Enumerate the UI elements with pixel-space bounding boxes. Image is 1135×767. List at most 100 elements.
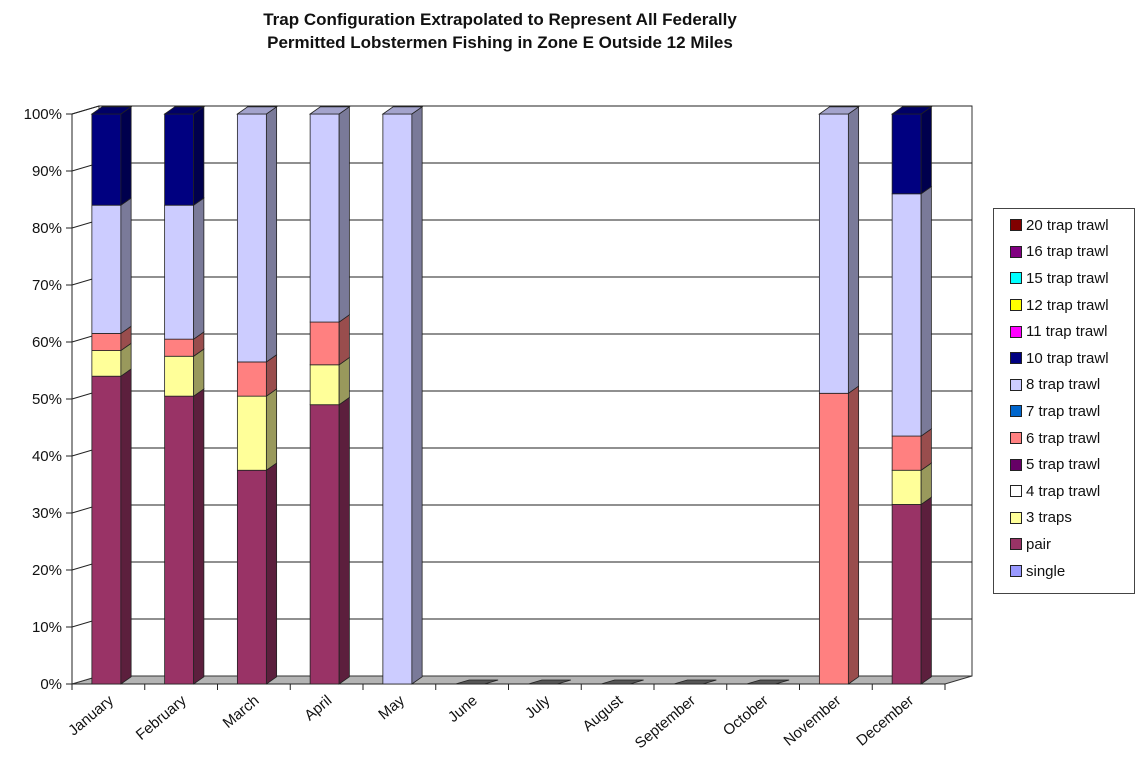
x-tick-label: August — [579, 692, 626, 736]
y-tick-label: 90% — [32, 163, 62, 180]
bar-february-10-trap-trawl — [164, 113, 195, 206]
bar-april-8-trap-trawl-side — [338, 106, 350, 323]
bar-february-3-traps — [164, 355, 195, 397]
bar-december-6-trap-trawl — [891, 435, 922, 471]
legend-label: 20 trap trawl — [1026, 216, 1109, 234]
bar-november-8-trap-trawl — [818, 113, 849, 394]
legend-swatch — [1010, 485, 1022, 498]
bar-january-8-trap-trawl-side — [120, 197, 132, 335]
legend-item: 8 trap trawl — [994, 372, 1134, 399]
bar-march-3-traps-side — [265, 388, 278, 472]
bar-march-8-trap-trawl-side — [265, 106, 278, 363]
legend-item: 15 trap trawl — [994, 265, 1134, 292]
bar-january-pair-side — [120, 368, 132, 685]
legend-item: 3 traps — [994, 505, 1134, 532]
legend-label: single — [1026, 562, 1066, 580]
bar-april-3-traps — [309, 364, 340, 406]
bar-december-10-trap-trawl — [891, 113, 922, 195]
chart-title-line-1: Trap Configuration Extrapolated to Repre… — [263, 10, 737, 29]
legend-label: 6 trap trawl — [1026, 429, 1101, 447]
bar-december-pair — [891, 504, 922, 685]
legend-item: 12 trap trawl — [994, 292, 1134, 319]
legend-label: 5 trap trawl — [1026, 456, 1101, 474]
bar-march-8-trap-trawl — [236, 113, 267, 363]
legend-label: 10 trap trawl — [1026, 349, 1109, 367]
bar-april-6-trap-trawl-side — [338, 314, 350, 366]
legend-label: 7 trap trawl — [1026, 402, 1101, 420]
bar-april-pair — [309, 404, 340, 685]
legend-swatch — [1010, 405, 1022, 418]
y-tick-label: 60% — [32, 334, 62, 351]
x-tick-label: December — [853, 692, 917, 750]
legend-label: pair — [1026, 535, 1052, 553]
legend-label: 12 trap trawl — [1026, 296, 1109, 314]
bar-november-8-trap-trawl-top — [818, 106, 860, 115]
bar-december-8-trap-trawl-side — [920, 185, 932, 437]
bar-february-10-trap-trawl-top — [163, 106, 206, 115]
bar-april-6-trap-trawl — [309, 321, 340, 366]
legend-item: 4 trap trawl — [994, 478, 1134, 505]
bar-december-pair-side — [920, 496, 932, 685]
x-tick-label: November — [781, 692, 845, 750]
legend-swatch — [1010, 272, 1022, 285]
chart-title-line-2: Permitted Lobstermen Fishing in Zone E O… — [267, 33, 733, 52]
legend-item: 11 trap trawl — [994, 318, 1134, 345]
bar-february-3-traps-side — [193, 348, 205, 397]
x-tick-label: June — [445, 692, 481, 726]
bar-zero-august — [601, 679, 644, 685]
bar-january-6-trap-trawl — [91, 333, 122, 351]
y-tick-label: 100% — [24, 106, 62, 123]
legend-swatch — [1010, 432, 1022, 445]
x-tick-label: February — [133, 692, 190, 744]
legend-swatch — [1010, 538, 1022, 551]
x-tick-label: January — [65, 692, 117, 740]
legend-swatch — [1010, 245, 1022, 258]
bar-january-8-trap-trawl — [91, 204, 122, 334]
bar-february-6-trap-trawl — [164, 338, 195, 357]
legend-label: 8 trap trawl — [1026, 376, 1101, 394]
legend-item: 16 trap trawl — [994, 239, 1134, 266]
bar-march-pair — [236, 469, 267, 685]
y-tick-label: 80% — [32, 220, 62, 237]
bar-may-8-trap-trawl — [382, 113, 413, 685]
legend-swatch — [1010, 352, 1022, 365]
bar-december-10-trap-trawl-top — [890, 106, 933, 115]
legend-item: 20 trap trawl — [994, 212, 1134, 239]
legend-label: 4 trap trawl — [1026, 482, 1101, 500]
bar-january-10-trap-trawl-top — [90, 106, 133, 115]
x-tick-label: September — [632, 692, 699, 752]
bar-february-8-trap-trawl-side — [193, 197, 205, 340]
bar-november-6-trap-trawl-side — [847, 385, 860, 685]
bar-january-3-traps — [91, 350, 122, 377]
bar-april-3-traps-side — [338, 356, 350, 406]
legend-item: 6 trap trawl — [994, 425, 1134, 452]
bar-january-10-trap-trawl-side — [120, 106, 132, 206]
y-tick-label: 0% — [40, 676, 62, 693]
y-tick-label: 10% — [32, 619, 62, 636]
bar-zero-september — [673, 679, 717, 685]
bar-january-pair — [91, 375, 122, 685]
legend-label: 15 trap trawl — [1026, 269, 1109, 287]
gridline — [71, 105, 972, 115]
x-tick-label: October — [720, 692, 772, 739]
bar-march-pair-side — [265, 462, 278, 685]
bar-april-pair-side — [338, 396, 350, 685]
bar-march-6-trap-trawl — [236, 361, 267, 397]
bar-april-8-trap-trawl — [309, 113, 340, 323]
bar-november-6-trap-trawl — [818, 392, 849, 685]
legend-swatch — [1010, 458, 1022, 471]
bar-zero-july — [528, 679, 571, 685]
bar-february-pair — [164, 395, 195, 685]
bar-april-8-trap-trawl-top — [308, 106, 351, 115]
legend-swatch — [1010, 219, 1022, 232]
bar-february-8-trap-trawl — [164, 204, 195, 340]
chart-title: Trap Configuration Extrapolated to Repre… — [150, 8, 850, 54]
bar-december-3-traps — [891, 469, 922, 505]
bar-march-8-trap-trawl-top — [236, 106, 278, 115]
legend-item: 5 trap trawl — [994, 451, 1134, 478]
y-tick-label: 40% — [32, 448, 62, 465]
legend-label: 11 trap trawl — [1026, 323, 1108, 341]
legend-swatch — [1010, 565, 1022, 578]
x-tick-label: May — [375, 692, 408, 724]
bar-may-8-trap-trawl-top — [381, 106, 424, 115]
